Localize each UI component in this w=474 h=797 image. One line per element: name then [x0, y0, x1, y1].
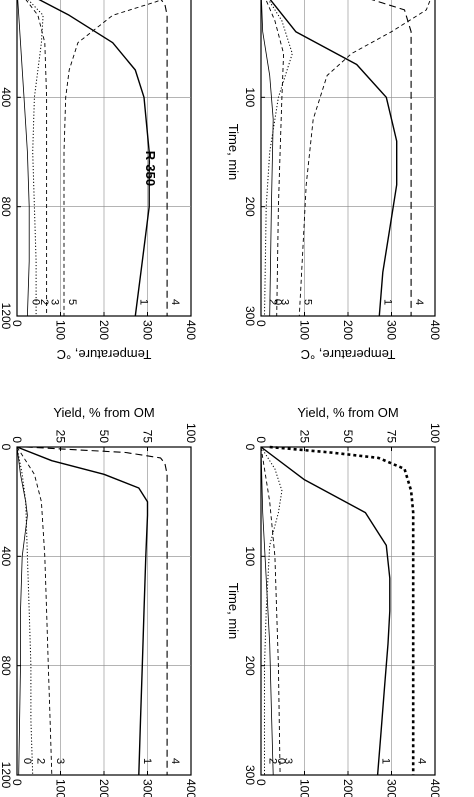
series-line-5 — [298, 0, 436, 317]
series-label-3: 3 — [49, 299, 61, 305]
y-axis-label: Yield, % from OM — [53, 405, 154, 420]
y2-tick-label: 200 — [97, 779, 111, 797]
y2-tick-label: 400 — [184, 779, 198, 797]
series-line-1 — [16, 446, 149, 776]
y-tick-label: 75 — [141, 430, 155, 444]
y2-tick-label: 400 — [428, 320, 442, 340]
series-label-0: 0 — [21, 758, 33, 764]
series-line-2 — [16, 0, 44, 316]
y2-tick-label: 100 — [54, 779, 68, 797]
series-line-1 — [260, 446, 391, 776]
series-line-3 — [16, 0, 48, 316]
series-line-3 — [16, 446, 53, 776]
x-tick-label: 200 — [243, 197, 257, 217]
y-tick-label: 50 — [341, 430, 355, 444]
y2-tick-label: 300 — [141, 320, 155, 340]
y2-tick-label: 100 — [298, 320, 312, 340]
series-line-4 — [25, 446, 168, 775]
series-line-5 — [63, 0, 192, 316]
series-line-3 — [260, 446, 281, 776]
x-tick-label: 100 — [243, 546, 257, 566]
x-tick-label: 0 — [0, 444, 13, 451]
series-label-1: 1 — [381, 299, 393, 305]
x-tick-label: 800 — [0, 197, 13, 217]
series-label-1: 1 — [137, 299, 149, 305]
y-tick-label: 75 — [385, 430, 399, 444]
x-tick-label: 400 — [0, 546, 13, 566]
series-line-2 — [16, 446, 34, 776]
series-label-2: 2 — [35, 758, 47, 764]
x-tick-label: 400 — [0, 87, 13, 107]
y-tick-label: 100 — [184, 423, 198, 443]
x-tick-label: 200 — [243, 656, 257, 676]
series-label-2: 2 — [266, 299, 278, 305]
series-label-0: 0 — [29, 299, 41, 305]
x-axis-label: Time, min — [226, 583, 241, 640]
y2-tick-label: 300 — [385, 779, 399, 797]
y-tick-label: 25 — [298, 430, 312, 444]
x-tick-label: 1200 — [0, 762, 13, 789]
y2-tick-label: 200 — [341, 320, 355, 340]
series-label-2: 2 — [38, 299, 50, 305]
y2-tick-label: 300 — [385, 320, 399, 340]
series-label-4: 4 — [415, 758, 427, 764]
y2-tick-label: 0 — [10, 779, 24, 786]
y2-tick-label: 200 — [341, 779, 355, 797]
series-line-3 — [260, 0, 285, 317]
y2-tick-label: 400 — [428, 779, 442, 797]
series-line-4 — [269, 0, 412, 316]
y-tick-label: 50 — [97, 430, 111, 444]
y-tick-label: 0 — [10, 436, 24, 443]
series-label-0: 0 — [275, 758, 287, 764]
y-tick-label: 0 — [254, 436, 268, 443]
x-tick-label: 300 — [243, 765, 257, 785]
series-line-1 — [260, 0, 398, 317]
y-tick-label: 100 — [428, 423, 442, 443]
series-line-0 — [16, 446, 28, 776]
series-label-4: 4 — [169, 758, 181, 764]
series-line-0 — [16, 0, 30, 317]
y2-tick-label: 0 — [254, 320, 268, 327]
series-label-5: 5 — [66, 299, 78, 305]
series-label-4: 4 — [413, 299, 425, 305]
y2-tick-label: 200 — [97, 320, 111, 340]
y-tick-label: 25 — [54, 430, 68, 444]
x-axis-label: Time, min — [226, 124, 241, 181]
series-label-3: 3 — [279, 299, 291, 305]
y2-axis-label: Temperature, °C — [301, 347, 396, 362]
chart-panel-2: 0400800120002550751000100200300400Time, … — [0, 0, 198, 362]
series-label-3: 3 — [54, 758, 66, 764]
x-tick-label: 800 — [0, 656, 13, 676]
y2-tick-label: 100 — [54, 320, 68, 340]
series-label-1: 1 — [141, 758, 153, 764]
series-label-0: 0 — [272, 299, 284, 305]
series-line-0 — [260, 0, 274, 317]
y2-tick-label: 400 — [184, 320, 198, 340]
series-line-2 — [260, 446, 283, 775]
y2-tick-label: 0 — [10, 320, 24, 327]
series-label-4: 4 — [169, 299, 181, 305]
series-line-2 — [260, 0, 293, 317]
series-label-2: 2 — [266, 758, 278, 764]
x-tick-label: 0 — [243, 444, 257, 451]
chart-panel-4: 0400800120002550751000100200300400Time, … — [0, 405, 198, 797]
series-line-4 — [25, 0, 168, 316]
series-line-0 — [260, 446, 274, 776]
x-tick-label: 300 — [243, 306, 257, 326]
y-axis-label: Yield, % from OM — [297, 405, 398, 420]
y2-tick-label: 100 — [298, 779, 312, 797]
y2-tick-label: 300 — [141, 779, 155, 797]
y2-tick-label: 0 — [254, 779, 268, 786]
series-label-3: 3 — [282, 758, 294, 764]
x-tick-label: 100 — [243, 87, 257, 107]
series-line-1 — [16, 0, 150, 317]
series-label-1: 1 — [380, 758, 392, 764]
panel-label: R-350 — [143, 151, 158, 186]
x-tick-label: 1200 — [0, 303, 13, 330]
y2-axis-label: Temperature, °C — [57, 347, 152, 362]
series-label-5: 5 — [301, 299, 313, 305]
